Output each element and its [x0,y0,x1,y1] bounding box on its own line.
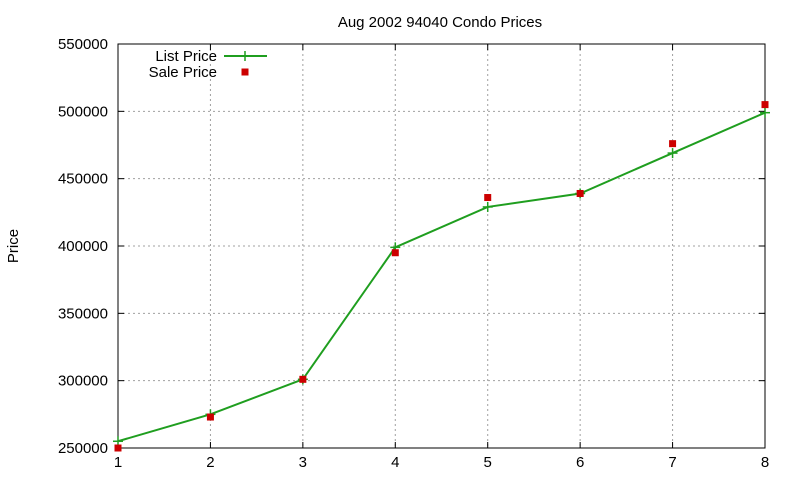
y-tick-label: 450000 [58,171,108,188]
y-tick-label: 300000 [58,373,108,390]
legend-label-list-price: List Price [155,48,217,65]
data-point-sale-price [391,249,399,257]
grid-lines [118,44,765,448]
series-line-list-price [117,111,766,443]
y-tick-label: 550000 [58,36,108,53]
y-axis-ticks: 250000 300000 350000 400000 450000 500000 5500… [58,36,765,457]
x-tick-label: 3 [299,454,307,471]
data-point-sale-price [484,194,492,202]
data-point-list-price [667,148,678,159]
legend-sample-list-price [224,51,267,61]
x-axis-ticks: 1 2 3 4 5 6 7 8 [114,44,769,471]
x-tick-label: 1 [114,454,122,471]
data-point-sale-price [299,375,307,383]
plot-area-border [117,43,766,449]
y-axis-label: Price [5,229,22,263]
data-point-list-price [482,201,493,212]
data-point-sale-price [206,413,214,421]
x-tick-label: 2 [206,454,214,471]
data-series [113,101,770,452]
x-tick-label: 6 [576,454,584,471]
data-point-sale-price [576,189,584,197]
legend-sample-sale-price [241,68,249,76]
y-tick-label: 250000 [58,440,108,457]
legend-marker-sale-price [241,68,249,76]
data-point-sale-price [669,140,677,148]
x-tick-label: 7 [668,454,676,471]
x-tick-label: 8 [761,454,769,471]
x-tick-label: 5 [484,454,492,471]
y-tick-label: 350000 [58,305,108,322]
legend-marker-list-price [240,51,250,61]
data-point-sale-price [114,444,122,452]
x-tick-label: 4 [391,454,399,471]
legend-label-sale-price: Sale Price [149,64,217,81]
data-point-sale-price [761,101,769,109]
chart-title: Aug 2002 94040 Condo Prices [338,14,542,31]
y-tick-label: 400000 [58,238,108,255]
y-tick-label: 500000 [58,103,108,120]
data-point-list-price [760,107,770,118]
legend: List Price Sale Price [149,48,267,81]
